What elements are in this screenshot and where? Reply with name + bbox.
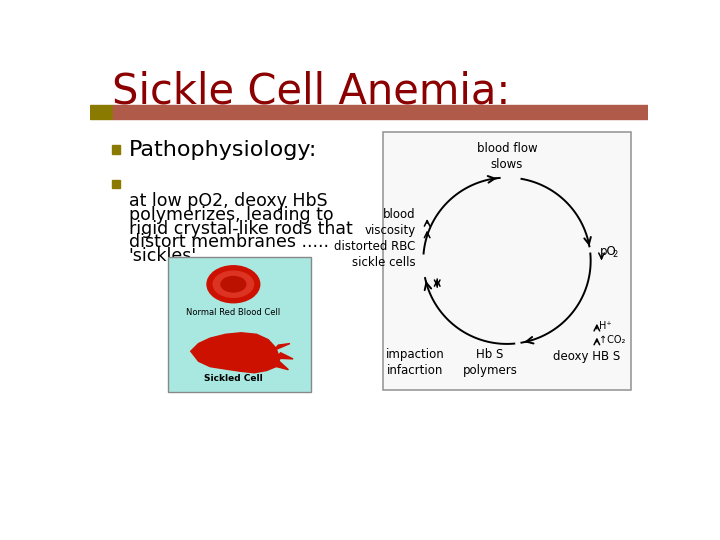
Text: distorted RBC
sickle cells: distorted RBC sickle cells	[334, 240, 415, 269]
Ellipse shape	[221, 276, 246, 292]
Ellipse shape	[207, 266, 260, 303]
Polygon shape	[274, 343, 290, 350]
Text: at low pO2, deoxy HbS: at low pO2, deoxy HbS	[129, 192, 328, 210]
Bar	[113, 105, 648, 119]
Text: blood
viscosity: blood viscosity	[364, 208, 415, 237]
Text: Normal Red Blood Cell: Normal Red Blood Cell	[186, 308, 281, 317]
Text: pO: pO	[600, 245, 617, 258]
Text: H⁺: H⁺	[599, 321, 612, 331]
Text: deoxy HB S: deoxy HB S	[553, 350, 621, 363]
Bar	[383, 132, 631, 390]
Text: 'sickles': 'sickles'	[129, 247, 197, 265]
Bar	[112, 180, 120, 188]
Text: impaction
infacrtion: impaction infacrtion	[386, 348, 445, 377]
Ellipse shape	[213, 271, 253, 298]
Polygon shape	[276, 353, 293, 359]
Polygon shape	[191, 333, 280, 373]
Text: Hb S
polymers: Hb S polymers	[462, 348, 518, 377]
Text: blood flow
slows: blood flow slows	[477, 143, 537, 171]
Text: Sickle Cell Anemia:: Sickle Cell Anemia:	[112, 71, 510, 113]
Text: rigid crystal-like rods that: rigid crystal-like rods that	[129, 220, 353, 238]
Text: ↑CO₂: ↑CO₂	[599, 335, 626, 345]
Text: Sickled Cell: Sickled Cell	[204, 374, 263, 383]
Text: polymerizes, leading to: polymerizes, leading to	[129, 206, 333, 224]
Bar	[90, 105, 113, 119]
Text: 2: 2	[612, 250, 618, 259]
Bar	[112, 145, 120, 154]
Polygon shape	[274, 361, 289, 370]
Bar	[168, 257, 311, 392]
Text: distort membranes .....: distort membranes .....	[129, 233, 329, 252]
Text: Pathophysiology:: Pathophysiology:	[129, 139, 317, 159]
